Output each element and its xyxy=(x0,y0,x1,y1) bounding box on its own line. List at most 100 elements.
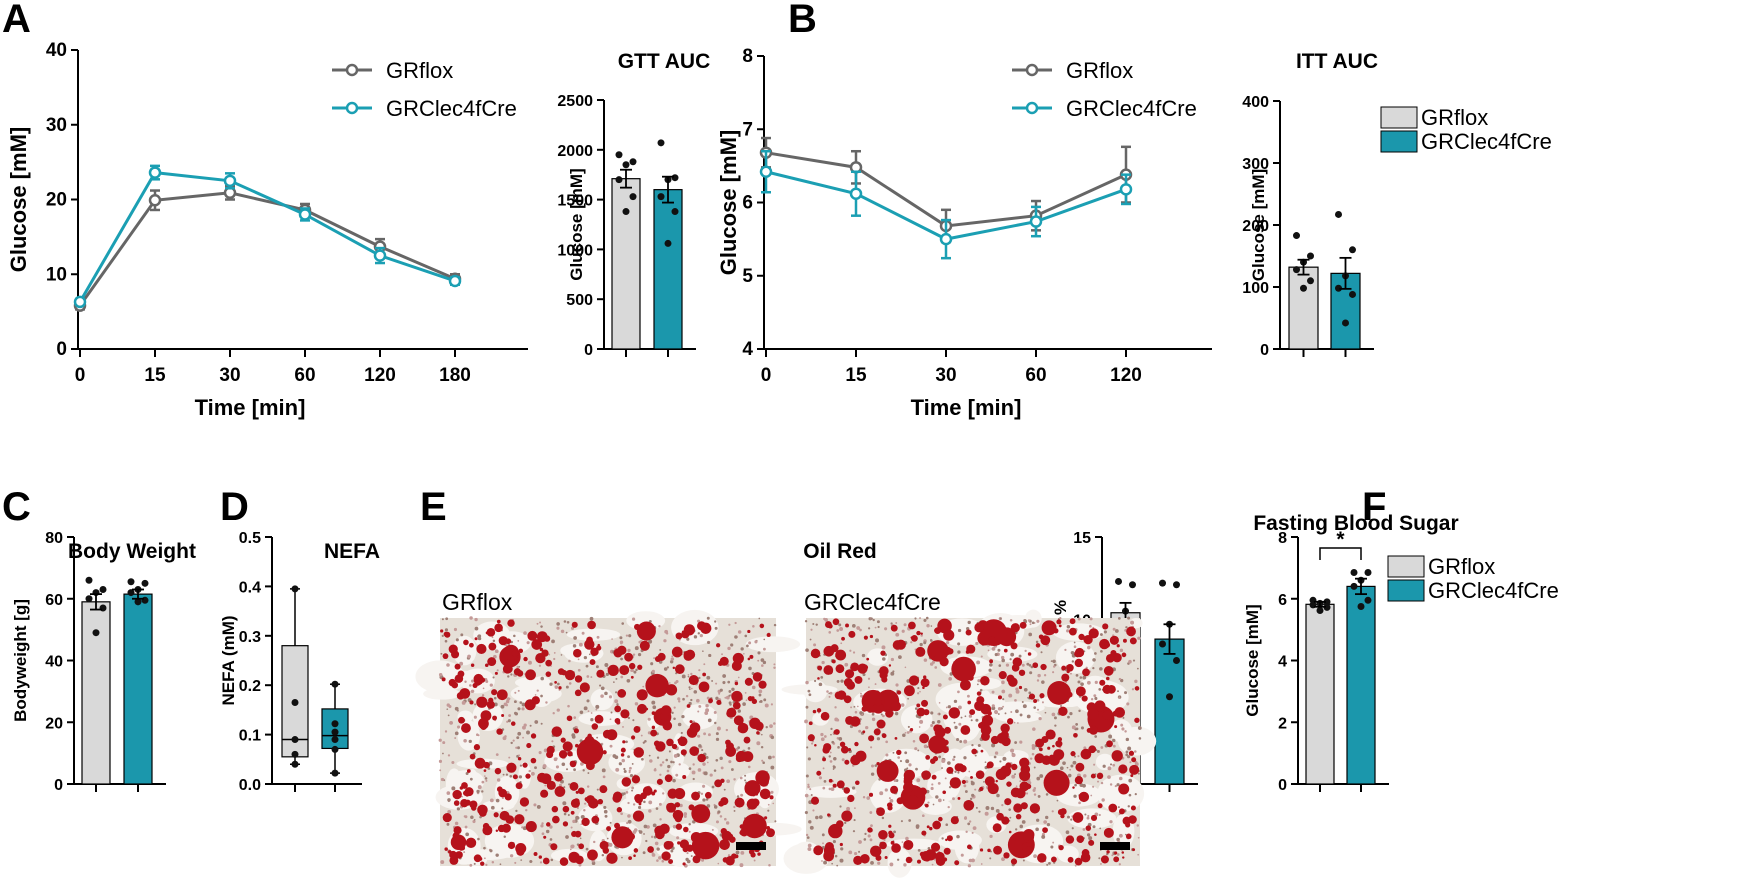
lipid-droplet xyxy=(716,699,722,705)
lipid-droplet xyxy=(1134,717,1140,723)
lipid-droplet xyxy=(507,841,516,850)
speckle xyxy=(454,821,459,826)
speckle xyxy=(810,742,814,745)
speckle xyxy=(601,853,605,857)
speckle xyxy=(773,722,776,725)
speckle xyxy=(501,797,504,800)
speckle xyxy=(713,711,717,714)
speckle xyxy=(727,854,731,857)
lipid-droplet xyxy=(728,833,734,839)
speckle xyxy=(763,638,766,641)
speckle xyxy=(969,797,973,801)
speckle xyxy=(889,862,894,867)
speckle xyxy=(1082,675,1087,680)
speckle xyxy=(539,621,542,624)
speckle xyxy=(868,686,870,689)
speckle xyxy=(904,666,907,669)
speckle xyxy=(631,786,635,790)
lipid-droplet xyxy=(925,755,931,760)
speckle xyxy=(545,829,550,834)
chart-title: ITT AUC xyxy=(1296,50,1378,73)
speckle xyxy=(484,777,488,780)
speckle xyxy=(705,798,709,801)
speckle xyxy=(894,711,899,716)
speckle xyxy=(804,793,809,798)
lipid-droplet xyxy=(867,827,873,833)
speckle xyxy=(1043,820,1048,824)
speckle xyxy=(724,696,727,699)
speckle xyxy=(937,720,941,724)
lipid-droplet xyxy=(511,650,519,657)
speckle xyxy=(506,697,510,701)
speckle xyxy=(1009,618,1013,622)
lipid-droplet xyxy=(554,786,566,797)
vacuole xyxy=(1095,753,1114,771)
lipid-droplet xyxy=(816,770,822,776)
lipid-droplet xyxy=(890,785,899,794)
speckle xyxy=(1127,755,1131,759)
lipid-droplet xyxy=(1130,805,1136,811)
lipid-droplet xyxy=(836,780,845,789)
speckle xyxy=(595,708,598,711)
speckle xyxy=(905,759,910,764)
speckle xyxy=(858,729,862,733)
lipid-droplet xyxy=(909,727,914,732)
speckle xyxy=(809,825,814,830)
lipid-droplet xyxy=(737,722,749,734)
speckle xyxy=(442,752,444,755)
speckle xyxy=(944,777,947,780)
speckle xyxy=(538,751,542,755)
vacuole xyxy=(566,628,621,641)
lipid-droplet xyxy=(980,676,990,686)
lipid-droplet xyxy=(1078,633,1085,641)
speckle xyxy=(991,704,995,708)
speckle xyxy=(834,854,838,858)
individual-point xyxy=(1300,284,1307,292)
lipid-droplet xyxy=(1066,691,1073,698)
speckle xyxy=(590,676,593,678)
speckle xyxy=(697,710,700,713)
speckle xyxy=(651,669,655,673)
speckle xyxy=(583,809,586,812)
speckle xyxy=(678,700,681,703)
lipid-droplet xyxy=(1100,855,1109,864)
speckle xyxy=(888,797,891,800)
lipid-droplet xyxy=(526,743,532,749)
speckle xyxy=(734,621,737,625)
speckle xyxy=(841,758,845,762)
speckle xyxy=(573,636,577,640)
speckle xyxy=(1056,799,1059,802)
speckle xyxy=(1010,748,1015,753)
speckle xyxy=(1030,665,1034,669)
lipid-droplet xyxy=(742,813,767,839)
lipid-droplet xyxy=(689,720,693,724)
speckle xyxy=(1087,645,1091,650)
speckle xyxy=(604,814,608,818)
lipid-droplet xyxy=(995,779,998,783)
lipid-droplet xyxy=(631,775,641,784)
speckle xyxy=(830,733,832,736)
speckle xyxy=(567,814,570,817)
lipid-droplet xyxy=(1072,812,1084,823)
speckle xyxy=(743,652,745,655)
speckle xyxy=(806,836,810,839)
speckle xyxy=(941,758,946,763)
speckle xyxy=(1126,702,1130,706)
speckle xyxy=(829,751,832,754)
lipid-droplet xyxy=(1129,764,1140,775)
lipid-droplet xyxy=(636,689,648,701)
lipid-droplet xyxy=(702,672,707,677)
lipid-droplet xyxy=(1008,830,1012,834)
lipid-droplet xyxy=(1111,750,1123,762)
lipid-droplet xyxy=(905,856,913,864)
lipid-droplet xyxy=(578,843,585,850)
speckle xyxy=(471,679,475,683)
speckle xyxy=(611,638,613,640)
speckle xyxy=(1037,794,1041,798)
speckle xyxy=(1010,652,1015,657)
speckle xyxy=(725,728,729,732)
speckle xyxy=(813,643,817,647)
y-axis-label: NEFA (mM) xyxy=(219,615,238,705)
